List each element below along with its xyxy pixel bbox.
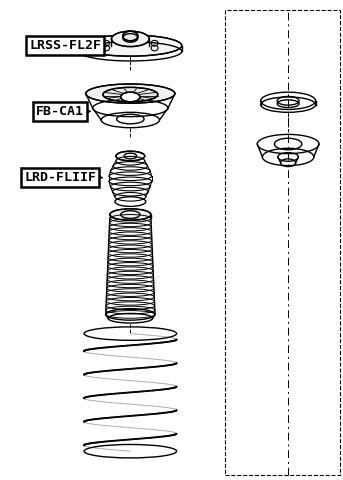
Ellipse shape — [116, 151, 145, 161]
Text: LRD-FLIIF: LRD-FLIIF — [24, 171, 96, 184]
Ellipse shape — [103, 87, 158, 102]
Ellipse shape — [86, 84, 175, 103]
Ellipse shape — [123, 31, 138, 41]
Ellipse shape — [121, 92, 140, 102]
Text: FB-CA1: FB-CA1 — [36, 105, 84, 118]
Bar — [225, 10, 340, 475]
Ellipse shape — [79, 35, 182, 56]
Text: LRSS-FL2F: LRSS-FL2F — [29, 39, 101, 52]
Ellipse shape — [110, 209, 151, 220]
Ellipse shape — [111, 31, 149, 47]
